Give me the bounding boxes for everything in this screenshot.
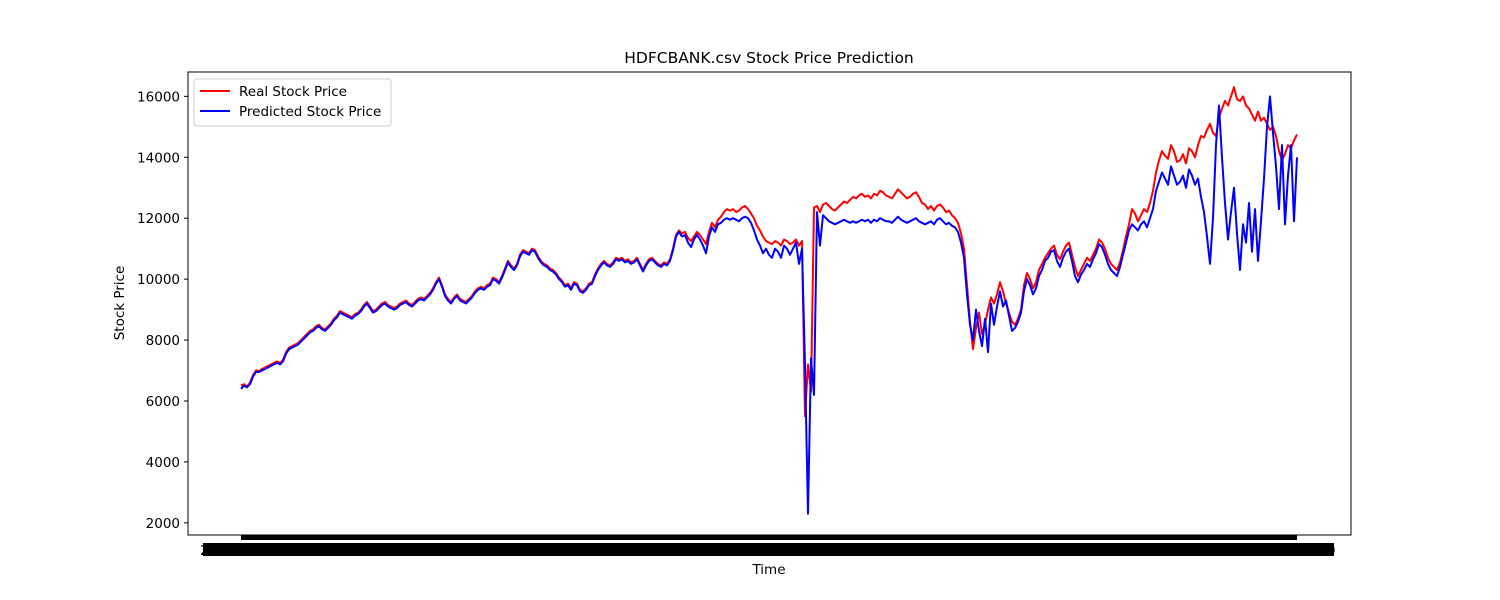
y-tick-label: 2000 (146, 516, 180, 532)
predicted-price-line (240, 95, 1298, 515)
x-tick-label-edge-left: 2 (200, 543, 209, 559)
legend-box (193, 78, 392, 127)
x-tick-label-edge-right: 0 (1327, 543, 1336, 559)
y-axis-label: Stock Price (112, 266, 128, 341)
real-price-line (240, 86, 1298, 418)
x-axis-label: Time (751, 562, 785, 578)
y-tick-label: 4000 (146, 455, 180, 471)
plot-area (187, 71, 1352, 536)
legend-label-predicted: Predicted Stock Price (239, 104, 381, 120)
y-tick-label: 14000 (137, 150, 180, 166)
y-tick-label: 12000 (137, 211, 180, 227)
y-tick-label: 10000 (137, 272, 180, 288)
y-axis-ticks: 2000 4000 6000 8000 10000 12000 14000 16000 (137, 89, 188, 532)
y-tick-label: 16000 (137, 89, 180, 105)
legend-label-real: Real Stock Price (239, 84, 347, 100)
x-tick-marks-band (241, 535, 1297, 540)
series-lines (240, 86, 1298, 515)
y-tick-label: 6000 (146, 394, 180, 410)
y-tick-label: 8000 (146, 333, 180, 349)
x-tick-labels-overlap (203, 543, 1334, 556)
chart-title: HDFCBANK.csv Stock Price Prediction (624, 49, 914, 67)
legend: Real Stock Price Predicted Stock Price (193, 78, 392, 127)
